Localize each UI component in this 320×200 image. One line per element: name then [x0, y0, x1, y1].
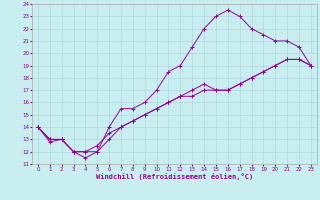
X-axis label: Windchill (Refroidissement éolien,°C): Windchill (Refroidissement éolien,°C) — [96, 173, 253, 180]
